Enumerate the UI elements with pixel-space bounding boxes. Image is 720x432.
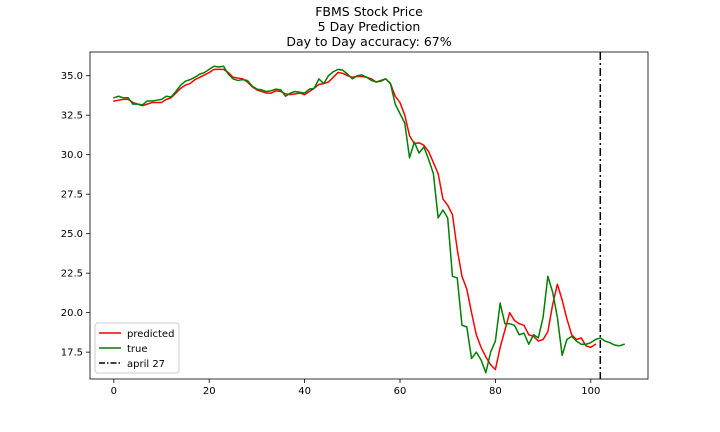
legend-label-predicted: predicted bbox=[127, 329, 174, 340]
chart-title-line-1: FBMS Stock Price bbox=[315, 4, 423, 19]
x-tick-label: 0 bbox=[111, 386, 117, 397]
series-line-predicted bbox=[113, 68, 597, 371]
y-axis: 17.5 20.0 22.5 25.0 27.5 30.0 32.5 35.0 bbox=[61, 71, 90, 359]
x-tick-label: 60 bbox=[394, 386, 407, 397]
y-tick-label: 35.0 bbox=[61, 71, 83, 82]
legend-label-april-27: april 27 bbox=[127, 359, 165, 370]
y-tick-label: 30.0 bbox=[61, 150, 83, 161]
y-tick-label: 27.5 bbox=[61, 190, 83, 201]
y-tick-label: 20.0 bbox=[61, 308, 83, 319]
legend: predicted true april 27 bbox=[94, 322, 180, 374]
y-tick-label: 17.5 bbox=[61, 348, 83, 359]
chart-title-line-3: Day to Day accuracy: 67% bbox=[286, 34, 451, 49]
y-tick-label: 22.5 bbox=[61, 269, 83, 280]
legend-box bbox=[94, 322, 180, 374]
x-axis: 0 20 40 60 80 100 bbox=[111, 379, 600, 397]
x-tick-label: 100 bbox=[581, 386, 600, 397]
x-tick-label: 80 bbox=[489, 386, 502, 397]
x-tick-label: 20 bbox=[203, 386, 216, 397]
plot-frame bbox=[89, 51, 649, 380]
series-line-true bbox=[113, 65, 625, 374]
y-tick-label: 25.0 bbox=[61, 229, 83, 240]
x-tick-label: 40 bbox=[298, 386, 311, 397]
legend-label-true: true bbox=[127, 344, 148, 355]
y-tick-label: 32.5 bbox=[61, 111, 83, 122]
chart-title-line-2: 5 Day Prediction bbox=[318, 19, 421, 34]
